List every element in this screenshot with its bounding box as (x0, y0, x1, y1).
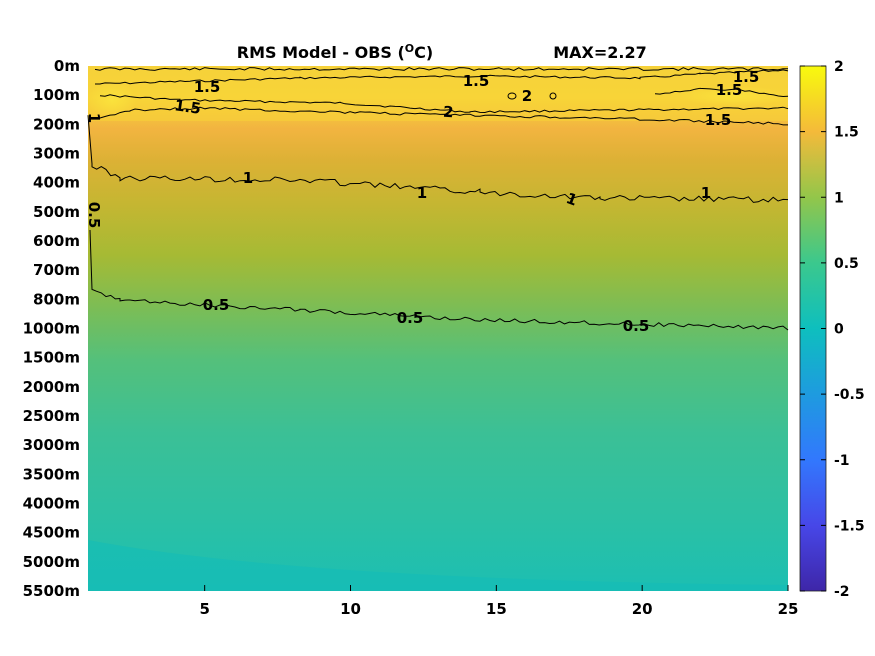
contour-line (89, 229, 789, 331)
x-tick-label: 20 (632, 600, 653, 618)
contour-label: 1 (701, 184, 711, 202)
colorbar-tick-label: -1.5 (834, 518, 865, 534)
contour-label: 0.5 (203, 296, 230, 314)
x-tick-label: 15 (486, 600, 507, 618)
y-tick-label: 200m (33, 115, 80, 133)
contour-label: 1.5 (733, 68, 760, 86)
y-tick-label: 600m (33, 232, 80, 250)
colorbar-tick-label: 0 (834, 322, 844, 338)
y-tick-label: 3500m (23, 465, 80, 483)
y-tick-label: 2500m (23, 407, 80, 425)
contour-label: 1 (85, 113, 103, 123)
y-tick-label: 5000m (23, 553, 80, 571)
contour-lines (87, 66, 789, 331)
y-tick-label: 300m (33, 145, 80, 163)
x-axis: 5 10 15 20 25 (199, 585, 798, 618)
colorbar-tick-label: -2 (834, 584, 850, 600)
y-tick-label: 2000m (23, 378, 80, 396)
contour-island (549, 92, 557, 100)
colorbar-tick-label: 1.5 (834, 125, 859, 141)
contour-label: 1.5 (705, 111, 732, 129)
colorbar-tick-label: 0.5 (834, 256, 859, 272)
max-annotation: MAX=2.27 (553, 43, 647, 62)
contour-label: 0.5 (397, 309, 424, 327)
contour-label: 1.5 (463, 72, 490, 90)
y-tick-label: 4500m (23, 524, 80, 542)
y-tick-label: 3000m (23, 436, 80, 454)
contour-line (94, 106, 788, 126)
colorbar-tick-label: -0.5 (834, 387, 865, 403)
contour-label: 2 (522, 87, 532, 105)
surface-hot-band (88, 66, 788, 121)
contour-label: 0.5 (623, 317, 650, 335)
colorbar-tick-label: 2 (834, 59, 844, 75)
colorbar-tick-label: -1 (834, 453, 850, 469)
contour-label: 0.5 (85, 202, 103, 229)
y-tick-label: 0m (54, 57, 80, 75)
contour-island (507, 92, 517, 100)
x-tick-label: 10 (340, 600, 361, 618)
y-tick-label: 1000m (23, 320, 80, 338)
y-tick-label: 5500m (23, 582, 80, 600)
y-axis: 0m 100m 200m 300m 400m 500m 600m 700m 800m 1000m 1… (23, 57, 80, 600)
contour-label: 1.5 (716, 81, 743, 99)
chart-title: RMS Model - OBS (OC) (237, 42, 433, 62)
contour-label: 1 (417, 184, 427, 202)
contour-label: 1.5 (173, 96, 202, 118)
contour-line (654, 87, 789, 98)
contour-label: 2 (443, 103, 455, 122)
colorbar: 2 1.5 1 0.5 0 -0.5 -1 -1.5 -2 (799, 59, 865, 600)
colorbar-tick-label: 1 (834, 190, 844, 206)
hotspot-right (680, 86, 790, 106)
x-tick-label: 25 (778, 600, 799, 618)
y-tick-label: 4000m (23, 495, 80, 513)
contour-line (99, 94, 789, 114)
y-tick-label: 1500m (23, 349, 80, 367)
hotspot-left (87, 82, 137, 118)
contour-line (87, 115, 789, 203)
y-tick-label: 100m (33, 86, 80, 104)
colorbar-ticks: 2 1.5 1 0.5 0 -0.5 -1 -1.5 -2 (800, 59, 865, 600)
y-tick-label: 700m (33, 261, 80, 279)
y-tick-label: 500m (33, 203, 80, 221)
contour-line (95, 69, 789, 85)
x-tick-label: 5 (199, 600, 209, 618)
y-tick-label: 800m (33, 290, 80, 308)
contour-line (94, 66, 788, 72)
heatmap-field (88, 66, 788, 591)
contour-label: 1 (243, 169, 253, 187)
y-tick-label: 400m (33, 174, 80, 192)
contour-label: 1.5 (194, 78, 221, 96)
deep-lowvalue-region (88, 540, 788, 591)
